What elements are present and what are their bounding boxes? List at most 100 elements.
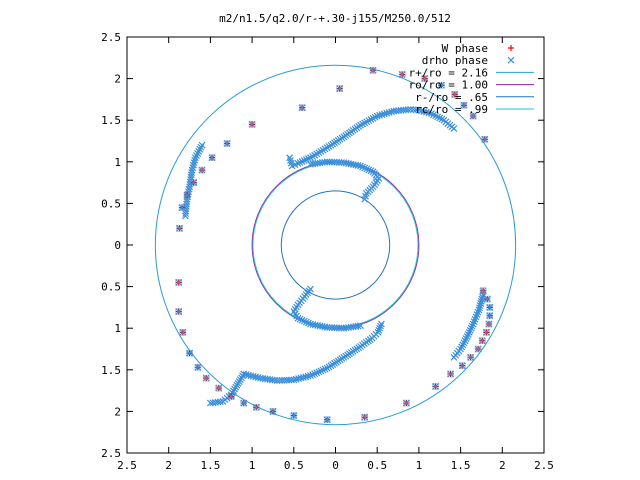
drho-phase-point (223, 140, 231, 147)
drho-phase-point (215, 384, 223, 392)
drho-phase-point-box (194, 364, 202, 371)
arm-point-0 (304, 155, 312, 163)
drho-phase-point-box (298, 104, 306, 112)
arm-point-4 (476, 304, 483, 312)
drho-phase-point (478, 337, 486, 345)
x-tick-label: 1 (416, 459, 423, 472)
drho-phase-point (179, 328, 187, 336)
drho-phase-point-box (478, 337, 486, 344)
drho-phase-point (485, 320, 493, 328)
arm-point-1 (309, 371, 316, 379)
drho-phase-point-box (398, 71, 406, 78)
legend-label-2: r+/ro = 2.16 (409, 66, 488, 79)
y-tick-label: 1.5 (101, 364, 121, 377)
arm-point-1 (313, 369, 321, 377)
drho-phase-point (483, 328, 490, 336)
arm-point-1 (321, 365, 329, 373)
arm-point-1 (311, 370, 319, 378)
arm-point-4 (463, 333, 471, 340)
drho-phase-point-box (240, 399, 248, 407)
drho-phase-point (194, 363, 202, 371)
arm-point-0 (300, 157, 308, 164)
arm-point-1 (377, 320, 385, 328)
arm-point-4 (475, 306, 483, 314)
drho-phase-point-box (467, 354, 474, 361)
x-tick-label: 2 (499, 459, 506, 472)
arm-point-4 (464, 331, 472, 338)
legend-label-4: r-/ro = .65 (415, 91, 488, 104)
arm-point-0 (450, 125, 458, 132)
drho-phase-point (290, 412, 298, 419)
drho-phase-point (227, 392, 235, 400)
arm-point-4 (465, 328, 473, 336)
drho-phase-point (336, 85, 344, 93)
drho-phase-point (240, 399, 248, 407)
drho-phase-point-box (176, 225, 183, 232)
arm-point-1 (323, 364, 331, 372)
radius-circle-4 (280, 190, 391, 300)
y-tick-label: 1 (114, 156, 121, 169)
drho-phase-point-box (179, 329, 187, 336)
drho-phase-point-box (481, 136, 489, 143)
arm-point-4 (468, 322, 476, 330)
drho-phase-point-box (208, 154, 216, 161)
drho-phase-point-box (483, 329, 490, 336)
arm-point-1 (209, 399, 217, 407)
x-tick-label: 2.5 (117, 459, 137, 472)
arm-point-0 (404, 106, 412, 114)
y-tick-label: 1 (114, 322, 121, 335)
x-tick-label: 1.5 (451, 459, 471, 472)
ticks-layer: 2.5 2 1.5 1 0.5 0 0.5 1 1.5 2 2.52.521.510.500.511… (101, 31, 554, 472)
drho-phase-point-box (438, 81, 445, 89)
drho-phase-point (437, 81, 445, 89)
drho-phase-point-box (483, 295, 491, 303)
arm-point-0 (298, 158, 306, 165)
marks-layer (154, 45, 517, 426)
legend-label-0: W phase (442, 42, 488, 55)
arm-point-0 (407, 105, 414, 113)
arm-point-3 (309, 321, 317, 328)
arm-point-1 (315, 368, 323, 376)
chart-title: m2/n1.5/q2.0/r-+.30-j155/M250.0/512 (219, 12, 451, 25)
drho-phase-point (190, 179, 198, 187)
drho-phase-point-box (432, 383, 439, 390)
drho-phase-point-box (403, 399, 410, 407)
drho-phase-point-box (248, 121, 256, 128)
drho-phase-point (186, 349, 193, 357)
arm-point-4 (467, 324, 475, 332)
arm-point-4 (478, 295, 486, 303)
arm-point-2 (365, 166, 373, 174)
legend-label-1: drho phase (422, 54, 488, 67)
arm-point-3 (307, 320, 314, 328)
drho-phase-point (432, 383, 440, 390)
arm-point-1 (319, 366, 327, 374)
drho-phase-point-box (421, 75, 429, 82)
drho-phase-point-box (227, 393, 235, 400)
drho-phase-point (176, 224, 183, 232)
x-tick-label: 2 (165, 459, 172, 472)
x-tick-label: 0 (332, 459, 339, 472)
drho-phase-point-box (269, 408, 277, 415)
drho-phase-point-box (215, 384, 223, 392)
drho-phase-point (252, 403, 260, 411)
arm-point-0 (409, 106, 417, 114)
drho-phase-point-box (190, 179, 198, 186)
arm-point-0 (296, 159, 304, 166)
arm-point-0 (385, 109, 393, 116)
drho-phase-point-box (479, 287, 487, 295)
drho-phase-point (481, 135, 489, 143)
arm-point-1 (375, 326, 383, 334)
drho-phase-point (451, 90, 459, 98)
drho-phase-point (469, 112, 477, 120)
drho-phase-point-box (485, 320, 493, 328)
y-tick-label: 2.5 (101, 447, 121, 460)
arm-point-0 (383, 109, 391, 117)
drho-phase-point (479, 287, 487, 295)
arm-point-5 (182, 210, 190, 217)
drho-phase-point-box (198, 166, 206, 174)
arm-point-4 (477, 300, 485, 307)
drho-phase-point-box (175, 279, 183, 286)
arm-point-2 (354, 162, 362, 169)
drho-phase-point (460, 101, 468, 109)
